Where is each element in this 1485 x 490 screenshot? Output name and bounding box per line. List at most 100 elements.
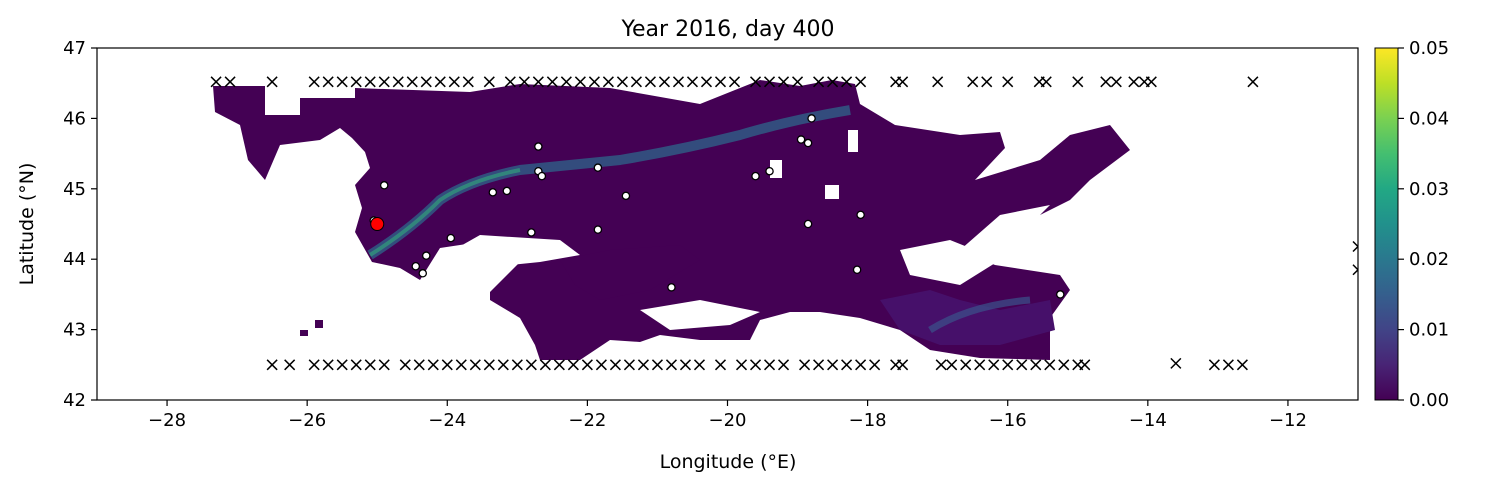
observation-marker bbox=[667, 283, 676, 292]
cross-marker-south bbox=[1170, 357, 1182, 369]
cross-marker-north bbox=[378, 76, 390, 88]
cross-marker-south bbox=[567, 359, 579, 371]
field-region-south bbox=[560, 245, 700, 300]
cross-marker-south bbox=[581, 359, 593, 371]
cross-marker-south bbox=[266, 359, 278, 371]
x-tick-label: −22 bbox=[568, 410, 606, 431]
cross-marker-north bbox=[574, 76, 586, 88]
cross-marker-south bbox=[1030, 359, 1042, 371]
cross-marker-south bbox=[1208, 359, 1220, 371]
cross-marker-south bbox=[525, 359, 537, 371]
cross-marker-north bbox=[630, 76, 642, 88]
cross-marker-north bbox=[1002, 76, 1014, 88]
observation-marker bbox=[803, 219, 813, 229]
cross-marker-south bbox=[778, 359, 790, 371]
x-tick-label: −14 bbox=[1129, 410, 1167, 431]
chart-marks bbox=[210, 76, 1358, 371]
cross-marker-south bbox=[813, 359, 825, 371]
cross-marker-north bbox=[560, 76, 572, 88]
cross-marker-north bbox=[778, 76, 790, 88]
cross-marker-south bbox=[693, 359, 706, 371]
cross-marker-south bbox=[364, 359, 376, 371]
cross-marker-north bbox=[932, 76, 944, 88]
observation-marker bbox=[852, 265, 862, 275]
cross-marker-north bbox=[322, 76, 334, 88]
field-hole-3 bbox=[900, 240, 1000, 285]
colorbar-tick-label: 0.02 bbox=[1409, 249, 1449, 270]
cross-marker-north bbox=[714, 76, 727, 88]
observation-marker bbox=[856, 210, 865, 220]
cross-marker-north bbox=[546, 76, 558, 88]
cross-marker-north bbox=[483, 76, 495, 88]
colorbar bbox=[1374, 47, 1399, 401]
cross-marker-north bbox=[700, 76, 713, 88]
observation-marker bbox=[446, 233, 456, 243]
cross-marker-south bbox=[322, 359, 334, 371]
y-tick-label: 45 bbox=[63, 179, 86, 200]
colorbar-tick-label: 0.01 bbox=[1409, 320, 1449, 341]
field-hole-5 bbox=[825, 185, 839, 199]
cross-marker-south bbox=[539, 359, 551, 371]
cross-marker-north bbox=[764, 76, 776, 88]
cross-marker-north bbox=[981, 76, 993, 88]
cross-marker-north bbox=[532, 76, 544, 88]
field-hole-2 bbox=[640, 300, 760, 330]
cross-marker-south bbox=[497, 359, 509, 371]
cross-marker-south bbox=[483, 359, 495, 371]
x-axis-label: Longitude (°E) bbox=[660, 451, 797, 473]
cross-marker-south bbox=[308, 359, 320, 371]
cross-marker-south bbox=[553, 359, 565, 371]
observation-marker bbox=[593, 163, 603, 172]
data-field bbox=[213, 80, 1130, 360]
cross-marker-south bbox=[427, 359, 439, 371]
cross-marker-south bbox=[511, 359, 523, 371]
observation-marker bbox=[1056, 290, 1065, 299]
cross-marker-south bbox=[799, 359, 811, 371]
cross-marker-south bbox=[609, 359, 621, 371]
observation-marker bbox=[796, 135, 806, 144]
cross-marker-north bbox=[1247, 76, 1259, 88]
cross-marker-south bbox=[827, 359, 839, 371]
cross-marker-south bbox=[651, 359, 663, 371]
cross-marker-south bbox=[413, 359, 425, 371]
cross-marker-south bbox=[946, 359, 958, 371]
cross-marker-south bbox=[935, 359, 947, 371]
field-region-main bbox=[213, 80, 1130, 360]
cross-marker-east bbox=[1352, 240, 1358, 253]
y-tick-label: 42 bbox=[63, 390, 86, 411]
cross-marker-north bbox=[350, 76, 362, 88]
x-tick-label: −20 bbox=[709, 410, 747, 431]
observation-marker bbox=[422, 251, 431, 260]
cross-marker-north bbox=[672, 76, 684, 88]
cross-marker-north bbox=[308, 76, 320, 88]
cross-marker-north bbox=[518, 76, 530, 88]
observation-marker bbox=[527, 228, 536, 237]
x-tick-label: −12 bbox=[1269, 410, 1307, 431]
cross-marker-south bbox=[665, 359, 677, 371]
y-tick-label: 46 bbox=[63, 108, 86, 129]
y-axis-label: Latitude (°N) bbox=[16, 163, 38, 286]
field-region-east bbox=[880, 290, 1055, 345]
field-hole-1 bbox=[450, 235, 580, 268]
cross-marker-south bbox=[1236, 359, 1248, 371]
observation-marker bbox=[537, 171, 547, 181]
field-streak-glow bbox=[368, 168, 521, 257]
highlight-marker bbox=[370, 217, 385, 231]
cross-marker-south bbox=[1016, 359, 1028, 371]
cross-marker-south bbox=[869, 359, 881, 371]
field-hole-4 bbox=[848, 130, 858, 152]
colorbar-ticks: 0.00 0.01 0.02 0.03 0.04 0.05 bbox=[1398, 38, 1449, 411]
cross-marker-south bbox=[623, 359, 635, 371]
cross-marker-north bbox=[1128, 76, 1140, 88]
cross-marker-north bbox=[434, 76, 446, 88]
cross-marker-north bbox=[1072, 76, 1084, 88]
cross-marker-north bbox=[749, 76, 762, 88]
observation-marker bbox=[418, 269, 428, 278]
cross-marker-south bbox=[1044, 359, 1056, 371]
cross-marker-north bbox=[855, 76, 867, 88]
cross-marker-south bbox=[764, 359, 776, 371]
observation-marker bbox=[807, 114, 816, 123]
cross-marker-north bbox=[504, 76, 516, 88]
cross-marker-south bbox=[679, 359, 691, 371]
y-axis-ticks: 42 43 44 45 46 47 bbox=[63, 38, 97, 411]
